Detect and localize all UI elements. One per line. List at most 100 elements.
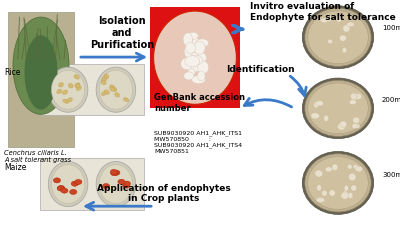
Ellipse shape: [58, 82, 64, 87]
Ellipse shape: [183, 33, 192, 46]
Bar: [150, 7, 240, 108]
Ellipse shape: [114, 93, 120, 97]
Ellipse shape: [57, 186, 64, 191]
Ellipse shape: [351, 93, 356, 100]
Ellipse shape: [308, 83, 368, 134]
Ellipse shape: [186, 42, 196, 54]
Bar: [40, 158, 144, 210]
Ellipse shape: [194, 52, 206, 63]
Ellipse shape: [317, 185, 321, 191]
Ellipse shape: [61, 188, 68, 193]
Ellipse shape: [104, 74, 109, 79]
Ellipse shape: [342, 191, 348, 198]
Ellipse shape: [62, 90, 68, 95]
Ellipse shape: [102, 184, 110, 189]
Text: Cenchrus ciliaris L.
A salt tolerant grass: Cenchrus ciliaris L. A salt tolerant gra…: [4, 150, 71, 163]
Ellipse shape: [96, 67, 136, 112]
Ellipse shape: [332, 164, 338, 171]
Ellipse shape: [353, 117, 360, 123]
Ellipse shape: [305, 154, 371, 212]
Ellipse shape: [104, 90, 110, 94]
Ellipse shape: [74, 75, 80, 79]
Text: Rice: Rice: [4, 68, 20, 77]
Ellipse shape: [305, 8, 371, 66]
Ellipse shape: [185, 56, 200, 67]
Ellipse shape: [353, 93, 358, 100]
Ellipse shape: [328, 39, 332, 44]
Bar: [40, 64, 144, 115]
Ellipse shape: [188, 32, 198, 39]
Ellipse shape: [325, 167, 332, 172]
Ellipse shape: [101, 80, 106, 85]
Text: Isolation
and
Purification: Isolation and Purification: [90, 16, 154, 49]
Ellipse shape: [305, 80, 371, 136]
Ellipse shape: [112, 87, 117, 91]
Ellipse shape: [308, 11, 368, 64]
Ellipse shape: [67, 98, 72, 102]
Ellipse shape: [102, 77, 107, 81]
Ellipse shape: [63, 99, 68, 103]
Text: 200mM: 200mM: [382, 97, 400, 103]
Ellipse shape: [154, 11, 236, 104]
Ellipse shape: [348, 193, 353, 199]
Ellipse shape: [326, 15, 332, 21]
Ellipse shape: [189, 55, 203, 65]
Text: SUB9030920 AH1_AHK_ITS1
MW570850          :
SUB9030920 AH1_AHK_ITS4
MW570851: SUB9030920 AH1_AHK_ITS1 MW570850 : SUB90…: [154, 130, 242, 154]
Ellipse shape: [302, 78, 374, 139]
Ellipse shape: [347, 22, 354, 27]
Ellipse shape: [302, 6, 374, 69]
Bar: [8, 12, 74, 147]
Ellipse shape: [340, 35, 346, 41]
Ellipse shape: [348, 164, 352, 169]
Ellipse shape: [338, 123, 346, 130]
Ellipse shape: [188, 68, 195, 76]
Ellipse shape: [48, 67, 88, 112]
Ellipse shape: [111, 171, 118, 176]
Ellipse shape: [314, 102, 318, 108]
Ellipse shape: [75, 83, 80, 87]
Ellipse shape: [123, 181, 130, 186]
Ellipse shape: [349, 100, 356, 105]
Ellipse shape: [316, 198, 324, 202]
Text: Invitro evaluation of
Endophyte for salt tolerance: Invitro evaluation of Endophyte for salt…: [250, 2, 396, 22]
Text: 300mM: 300mM: [382, 172, 400, 178]
Ellipse shape: [342, 48, 346, 53]
Ellipse shape: [353, 165, 358, 169]
Ellipse shape: [320, 18, 328, 23]
Ellipse shape: [316, 170, 320, 175]
Ellipse shape: [96, 161, 136, 207]
Ellipse shape: [356, 124, 360, 128]
Ellipse shape: [196, 39, 208, 47]
Ellipse shape: [68, 83, 73, 88]
Ellipse shape: [184, 45, 195, 58]
Ellipse shape: [352, 123, 358, 129]
Ellipse shape: [329, 190, 335, 196]
Ellipse shape: [191, 52, 199, 63]
Ellipse shape: [354, 93, 362, 99]
Ellipse shape: [118, 179, 125, 184]
Ellipse shape: [52, 70, 85, 109]
Ellipse shape: [75, 83, 80, 88]
Ellipse shape: [123, 183, 130, 188]
Text: 100mM: 100mM: [382, 25, 400, 31]
Ellipse shape: [110, 85, 114, 89]
Ellipse shape: [57, 89, 62, 94]
Ellipse shape: [351, 185, 357, 191]
Ellipse shape: [344, 185, 348, 191]
Ellipse shape: [341, 192, 348, 199]
Ellipse shape: [198, 61, 209, 74]
Ellipse shape: [192, 38, 200, 48]
Ellipse shape: [311, 113, 320, 119]
Ellipse shape: [76, 86, 81, 90]
Text: Maize: Maize: [4, 163, 26, 172]
Ellipse shape: [315, 170, 323, 177]
Ellipse shape: [70, 189, 77, 195]
Ellipse shape: [316, 101, 324, 106]
Ellipse shape: [340, 121, 347, 127]
Ellipse shape: [324, 115, 329, 121]
Ellipse shape: [75, 179, 82, 185]
Ellipse shape: [24, 35, 58, 110]
Ellipse shape: [52, 164, 85, 204]
Ellipse shape: [99, 70, 132, 109]
Ellipse shape: [184, 72, 194, 80]
